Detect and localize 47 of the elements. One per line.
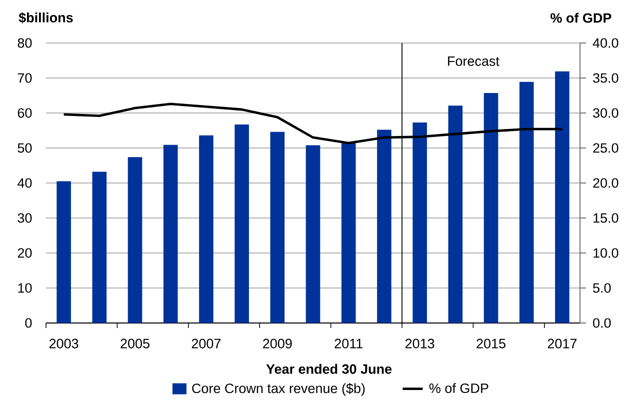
bar xyxy=(56,181,71,323)
y-tick-label: 80 xyxy=(18,38,32,48)
legend-label: Core Crown tax revenue ($b) xyxy=(192,383,365,396)
bar xyxy=(484,93,498,323)
x-tick-label: 2009 xyxy=(263,338,292,348)
y2-tick-label: 5.0 xyxy=(593,283,611,293)
bar xyxy=(519,82,534,323)
bar xyxy=(92,172,107,323)
legend-label: % of GDP xyxy=(429,383,488,394)
y2-axis-title: % of GDP xyxy=(550,12,612,23)
x-tick-label: 2003 xyxy=(49,338,78,348)
bar xyxy=(234,124,249,323)
x-tick-label: 2017 xyxy=(548,338,577,348)
y2-tick-label: 0.0 xyxy=(593,318,611,328)
x-tick-label: 2013 xyxy=(405,338,434,348)
y-tick-label: 70 xyxy=(18,73,32,83)
y-tick-label: 30 xyxy=(18,213,32,223)
bar xyxy=(163,144,178,323)
bar xyxy=(412,122,427,323)
x-axis-title: Year ended 30 June xyxy=(266,364,392,374)
x-tick-label: 2011 xyxy=(334,338,362,348)
bar xyxy=(377,130,392,323)
y2-tick-label: 20.0 xyxy=(593,178,618,188)
y-tick-label: 60 xyxy=(18,108,32,118)
y-tick-label: 50 xyxy=(18,143,32,153)
x-tick-label: 2015 xyxy=(476,338,506,348)
bar xyxy=(555,71,570,323)
y2-tick-label: 35.0 xyxy=(593,73,618,83)
y2-tick-label: 40.0 xyxy=(592,38,618,48)
y-tick-label: 20 xyxy=(18,248,32,258)
y2-tick-label: 25.0 xyxy=(593,143,618,153)
y-tick-label: 10 xyxy=(18,283,32,293)
bar xyxy=(270,132,285,323)
y2-tick-label: 30.0 xyxy=(593,108,618,118)
y2-tick-label: 15.0 xyxy=(594,213,618,223)
bar xyxy=(341,143,356,323)
y-axis-title: $billions xyxy=(18,12,73,24)
x-tick-label: 2005 xyxy=(120,338,150,348)
y-tick-label: 40 xyxy=(18,178,32,188)
y2-tick-label: 10.0 xyxy=(594,248,618,258)
x-tick-label: 2007 xyxy=(192,338,221,348)
bar xyxy=(448,106,463,323)
bar xyxy=(128,157,142,323)
bar xyxy=(199,135,214,323)
annotation: Forecast xyxy=(448,56,500,66)
y-tick-label: 0 xyxy=(25,318,32,328)
bar xyxy=(306,145,320,323)
